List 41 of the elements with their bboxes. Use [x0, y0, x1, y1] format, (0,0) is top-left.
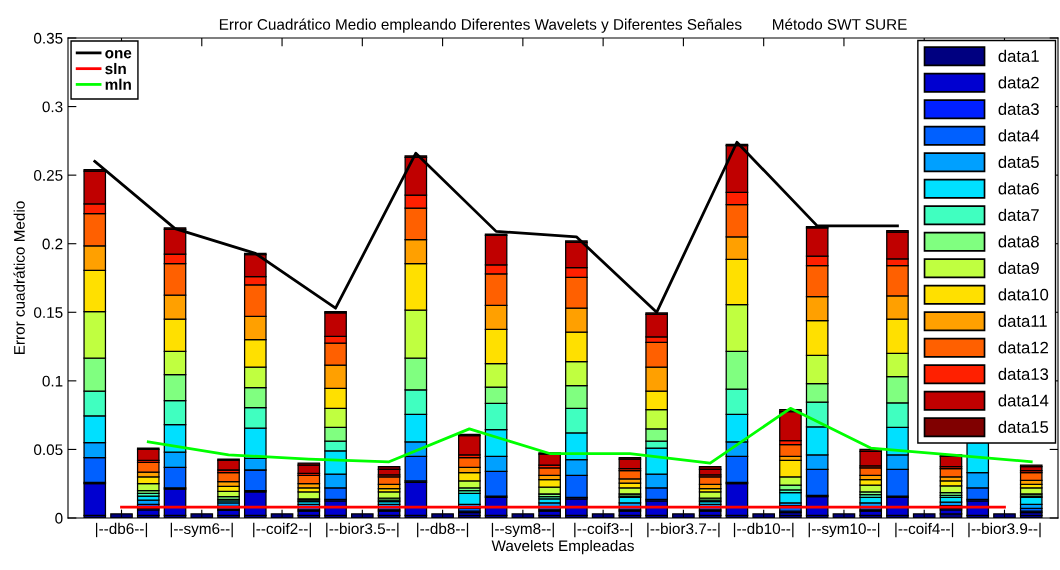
y-tick-label: 0.05	[34, 444, 63, 456]
legend-label: data12	[998, 341, 1048, 354]
legend-label: data10	[998, 288, 1049, 301]
legend-label: data7	[998, 208, 1039, 221]
legend-label: data15	[998, 420, 1049, 433]
y-axis-title: Error cuadrático Medio	[13, 201, 25, 355]
legend-label: data2	[998, 76, 1039, 89]
legend-label: data8	[998, 235, 1039, 248]
x-tick-label: |--db6--|	[95, 522, 148, 538]
legend-label: data5	[998, 155, 1039, 168]
x-axis-title: Wavelets Empleadas	[491, 539, 634, 555]
x-tick-label: |--coif4--|	[895, 522, 954, 538]
x-tick-label: |--bior3.5--|	[326, 522, 399, 538]
x-tick-label: |--sym10--|	[808, 522, 880, 538]
x-tick-label: |--db10--|	[733, 522, 794, 538]
x-tick-label: |--bior3.9--|	[968, 522, 1041, 538]
legend-label: mln	[105, 78, 131, 90]
legend-label: data14	[998, 394, 1049, 407]
x-tick-label: |--bior3.7--|	[647, 522, 720, 538]
x-tick-label: |--db8--|	[417, 522, 469, 538]
legend-label: data1	[998, 49, 1039, 62]
y-tick-label: 0.15	[34, 307, 63, 318]
legend-label: data9	[998, 261, 1039, 274]
y-tick-label: 0.1	[42, 375, 63, 387]
legend-label: sln	[105, 62, 126, 75]
y-tick-label: 0.25	[34, 170, 63, 181]
y-tick-label: 0.35	[34, 32, 63, 44]
x-tick-label: |--coif2--|	[253, 522, 311, 538]
legend-label: data11	[998, 314, 1047, 327]
legend-label: data4	[998, 129, 1040, 142]
legend-label: data13	[998, 367, 1049, 380]
y-tick-label: 0.2	[42, 238, 63, 250]
y-tick-label: 0.3	[42, 101, 63, 113]
legend-label: one	[105, 50, 132, 59]
x-tick-label: |--sym6--|	[170, 522, 233, 538]
y-tick-label: 0	[55, 512, 63, 524]
legend-label: data3	[998, 102, 1039, 115]
x-tick-label: |--coif3--|	[574, 522, 633, 538]
x-tick-label: |--sym8--|	[491, 522, 554, 538]
legend-label: data6	[998, 182, 1039, 195]
chart-title: Error Cuadrático Medio empleando Diferentes Wavelets y Diferentes Señales Método SWT SURE	[219, 18, 907, 33]
